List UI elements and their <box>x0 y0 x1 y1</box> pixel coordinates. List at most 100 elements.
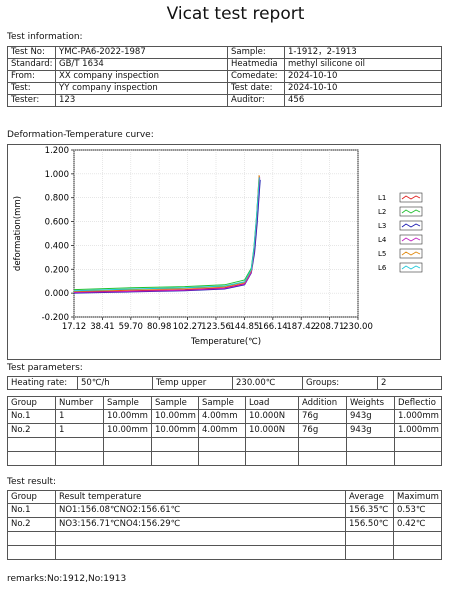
legend-swatch <box>399 192 423 203</box>
column-header: Load <box>245 396 299 410</box>
table-row: Tester: 123 Auditor: 456 <box>7 94 442 107</box>
table-cell: Heating rate: <box>7 376 78 390</box>
table-cell: NO3:156.71℃NO4:156.29℃ <box>55 517 346 532</box>
table-row: Test No: YMC-PA6-2022-1987 Sample: 1-1912，2… <box>7 46 442 59</box>
table-cell: 156.50℃ <box>345 517 394 532</box>
table-cell <box>393 531 442 546</box>
table-cell <box>55 531 346 546</box>
table-cell: Test date: <box>227 82 285 95</box>
column-header: Deflectio <box>394 396 442 410</box>
table-cell <box>103 437 152 452</box>
table-cell <box>151 451 199 466</box>
column-header: Group <box>7 396 56 410</box>
test-information-table: Test No: YMC-PA6-2022-1987 Sample: 1-1912，2… <box>7 46 442 107</box>
table-cell: 76g <box>298 423 347 438</box>
table-cell <box>394 437 442 452</box>
table-cell: 943g <box>346 409 395 424</box>
x-tick-label: 17.12 <box>62 322 86 332</box>
y-axis-label: deformation(mm) <box>13 196 23 271</box>
column-header: Sample <box>151 396 199 410</box>
table-cell: 4.00mm <box>198 409 246 424</box>
y-tick-label: 1.000 <box>45 170 69 180</box>
table-row: From: XX company inspection Comedate: 2024-… <box>7 70 442 83</box>
table-cell <box>346 451 395 466</box>
report-title: Vicat test report <box>166 4 305 24</box>
table-cell <box>345 531 394 546</box>
legend-line-l2 <box>401 209 421 214</box>
table-cell: 76g <box>298 409 347 424</box>
column-header: Sample <box>103 396 152 410</box>
x-tick-label: 59.70 <box>119 322 143 332</box>
table-row: Standard: GB/T 1634 Heatmedia methyl silico… <box>7 58 442 71</box>
x-tick-label: 102.27 <box>173 322 203 332</box>
table-cell <box>345 545 394 560</box>
table-cell <box>298 451 347 466</box>
column-header: Result temperature <box>55 490 346 504</box>
remarks: remarks:No:1912,No:1913 <box>7 574 127 584</box>
table-cell <box>7 545 56 560</box>
test-result-label: Test result: <box>7 477 57 487</box>
table-cell: 10.000N <box>245 409 299 424</box>
table-cell <box>103 451 152 466</box>
y-tick-label: 0.200 <box>45 265 69 275</box>
table-cell: Sample: <box>227 46 285 59</box>
table-cell: 4.00mm <box>198 423 246 438</box>
column-header: Average <box>345 490 394 504</box>
x-tick-label: 187.42 <box>286 322 316 332</box>
table-row <box>7 531 442 546</box>
y-tick-label: 1.200 <box>45 146 69 156</box>
table-cell: 1 <box>55 423 104 438</box>
x-tick-label: 166.14 <box>258 322 288 332</box>
column-header: Weights <box>346 396 395 410</box>
table-cell: 943g <box>346 423 395 438</box>
table-row <box>7 437 442 452</box>
table-cell: 1-1912，2-1913 <box>284 46 442 59</box>
table-cell <box>198 451 246 466</box>
legend-label: L2 <box>378 208 386 216</box>
table-row: No.1 NO1:156.08℃NO2:156.61℃ 156.35℃ 0.53℃ <box>7 503 442 518</box>
table-cell: 2024-10-10 <box>284 82 442 95</box>
table-row: Heating rate: 50℃/h Temp upper 230.00℃ Group… <box>7 376 442 390</box>
table-cell <box>7 531 56 546</box>
table-cell: 230.00℃ <box>232 376 303 390</box>
x-tick-label: 208.71 <box>315 322 345 332</box>
table-row <box>7 451 442 466</box>
table-row: Test: YY company inspection Test date: 2024… <box>7 82 442 95</box>
table-cell: No.1 <box>7 503 56 518</box>
x-tick-label: 144.85 <box>230 322 260 332</box>
table-cell: 10.00mm <box>151 409 199 424</box>
table-header-row: Group Result temperature Average Maximum <box>7 490 442 504</box>
table-cell <box>394 451 442 466</box>
legend-line-l3 <box>401 223 421 228</box>
legend-line-l1 <box>401 195 421 200</box>
legend-line-l6 <box>401 265 421 270</box>
legend-label: L3 <box>378 222 386 230</box>
table-cell: 1.000mm <box>394 409 442 424</box>
y-tick-label: 0.600 <box>45 218 69 228</box>
y-tick-label: -0.200 <box>42 313 69 323</box>
series-line-l3 <box>73 179 261 294</box>
legend-label: L5 <box>378 250 386 258</box>
y-tick-label: 0.800 <box>45 194 69 204</box>
table-cell <box>198 437 246 452</box>
table-cell <box>55 545 346 560</box>
table-cell: Test No: <box>7 46 56 59</box>
column-header: Sample <box>198 396 246 410</box>
table-cell: 0.53℃ <box>393 503 442 518</box>
x-tick-label: 38.41 <box>90 322 114 332</box>
column-header: Group <box>7 490 56 504</box>
table-cell: No.1 <box>7 409 56 424</box>
table-row <box>7 545 442 560</box>
table-cell: 2024-10-10 <box>284 70 442 83</box>
column-header: Addition <box>298 396 347 410</box>
table-cell: 10.00mm <box>103 423 152 438</box>
table-cell <box>393 545 442 560</box>
chart-section-label: Deformation-Temperature curve: <box>7 130 154 140</box>
table-cell: 123 <box>55 94 228 107</box>
test-parameters-summary: Heating rate: 50℃/h Temp upper 230.00℃ Group… <box>7 376 442 390</box>
chart-canvas: 17.12 38.41 59.70 80.98 102.27123.56144.8516… <box>13 146 423 347</box>
table-row: No.1 1 10.00mm 10.00mm 4.00mm 10.000N 76g 943g 1… <box>7 409 442 424</box>
column-header: Maximum <box>393 490 442 504</box>
table-cell: Heatmedia <box>227 58 285 71</box>
legend-swatch <box>399 248 423 259</box>
